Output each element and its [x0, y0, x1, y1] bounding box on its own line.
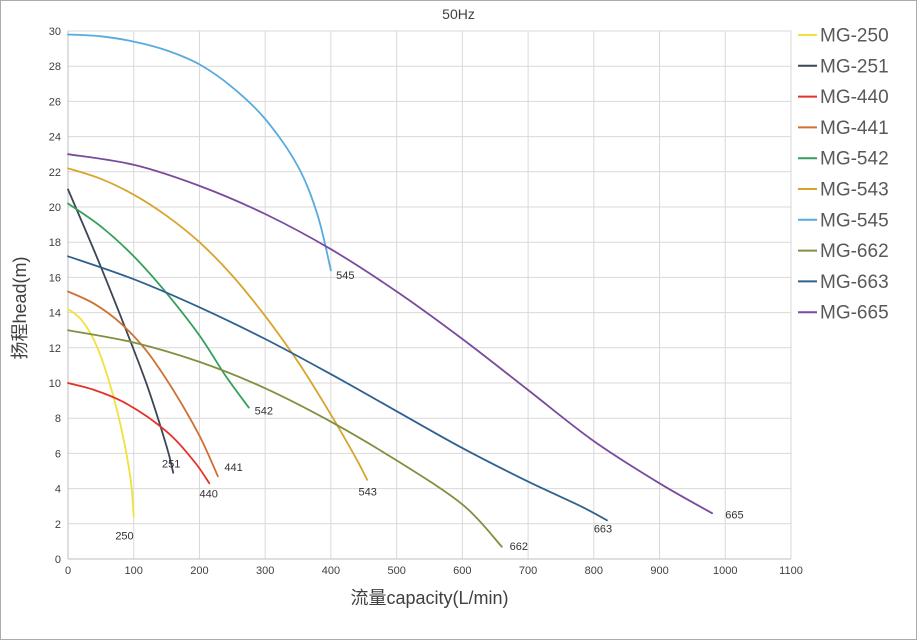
series-line-MG-663 — [67, 255, 608, 522]
legend-item-MG-665: MG-665 — [798, 303, 889, 324]
y-tick-label: 4 — [55, 484, 61, 496]
legend: MG-250 MG-251 MG-440 MG-441 MG-542 MG-543 MG-5… — [798, 26, 889, 324]
legend-label-MG-250: MG-250 — [820, 26, 889, 47]
y-tick-label: 14 — [49, 308, 61, 320]
legend-item-MG-662: MG-662 — [798, 241, 889, 262]
y-tick-label: 2 — [55, 519, 61, 531]
series-annotations: 250 251 440 441 542 543 545 662 663 665 — [115, 270, 743, 553]
legend-item-MG-250: MG-250 — [798, 26, 889, 47]
x-tick-label: 500 — [387, 565, 405, 577]
y-tick-label: 22 — [49, 167, 61, 179]
series-end-label-MG-250: 250 — [115, 531, 133, 543]
y-tick-label: 0 — [55, 554, 61, 566]
x-tick-label: 700 — [519, 565, 537, 577]
series-line-MG-543 — [67, 167, 368, 481]
y-tick-label: 28 — [49, 61, 61, 73]
series-line-MG-662 — [67, 329, 503, 548]
series-line-MG-251 — [67, 188, 175, 474]
y-tick-label: 26 — [49, 96, 61, 108]
series-line-MG-250 — [67, 308, 135, 518]
x-tick-label: 1100 — [779, 565, 803, 577]
legend-label-MG-543: MG-543 — [820, 180, 889, 201]
series-end-label-MG-545: 545 — [336, 270, 354, 282]
series-line-MG-665 — [67, 153, 713, 515]
x-tick-label: 400 — [322, 565, 340, 577]
gridlines — [67, 30, 792, 560]
x-tick-label: 100 — [125, 565, 143, 577]
x-tick-label: 900 — [650, 565, 668, 577]
x-tick-label: 600 — [453, 565, 471, 577]
series-end-label-MG-441: 441 — [224, 462, 242, 474]
series-end-label-MG-665: 665 — [725, 510, 743, 522]
series-end-label-MG-542: 542 — [255, 406, 273, 418]
legend-label-MG-251: MG-251 — [820, 56, 889, 77]
y-tick-label: 8 — [55, 413, 61, 425]
series-line-MG-542 — [67, 202, 250, 409]
series-end-label-MG-663: 663 — [594, 524, 612, 536]
series-line-MG-440 — [67, 382, 211, 485]
legend-item-MG-542: MG-542 — [798, 149, 889, 170]
x-tick-label: 800 — [585, 565, 603, 577]
series-line-MG-545 — [67, 33, 332, 272]
y-tick-label: 12 — [49, 343, 61, 355]
chart-title: 50Hz — [442, 6, 475, 22]
y-tick-label: 18 — [49, 237, 61, 249]
legend-label-MG-665: MG-665 — [820, 303, 889, 324]
series-end-label-MG-662: 662 — [510, 541, 528, 553]
legend-label-MG-545: MG-545 — [820, 210, 889, 231]
legend-label-MG-663: MG-663 — [820, 272, 889, 293]
x-tick-labels: 0 100 200 300 400 500 600 700 800 900 1000 1100 — [65, 565, 803, 577]
x-tick-label: 1000 — [713, 565, 737, 577]
legend-item-MG-441: MG-441 — [798, 118, 889, 139]
x-tick-label: 300 — [256, 565, 274, 577]
y-tick-label: 20 — [49, 202, 61, 214]
series-end-label-MG-543: 543 — [359, 487, 377, 499]
legend-item-MG-545: MG-545 — [798, 210, 889, 231]
y-tick-label: 10 — [49, 378, 61, 390]
legend-item-MG-440: MG-440 — [798, 87, 889, 108]
series-end-label-MG-251: 251 — [162, 458, 180, 470]
legend-label-MG-441: MG-441 — [820, 118, 889, 139]
y-tick-label: 16 — [49, 272, 61, 284]
legend-label-MG-440: MG-440 — [820, 87, 889, 108]
legend-label-MG-662: MG-662 — [820, 241, 889, 262]
series-curves — [67, 33, 713, 548]
y-tick-label: 6 — [55, 448, 61, 460]
y-tick-label: 30 — [49, 26, 61, 38]
legend-item-MG-543: MG-543 — [798, 180, 889, 201]
legend-label-MG-542: MG-542 — [820, 149, 889, 170]
legend-item-MG-663: MG-663 — [798, 272, 889, 293]
x-tick-label: 200 — [190, 565, 208, 577]
series-line-MG-441 — [67, 290, 219, 478]
y-tick-label: 24 — [49, 132, 61, 144]
axes — [67, 31, 791, 560]
x-tick-label: 0 — [65, 565, 71, 577]
legend-item-MG-251: MG-251 — [798, 56, 889, 77]
y-axis-label: 扬程head(m) — [10, 256, 30, 360]
series-end-label-MG-440: 440 — [199, 488, 217, 500]
x-axis-label: 流量capacity(L/min) — [350, 588, 509, 608]
